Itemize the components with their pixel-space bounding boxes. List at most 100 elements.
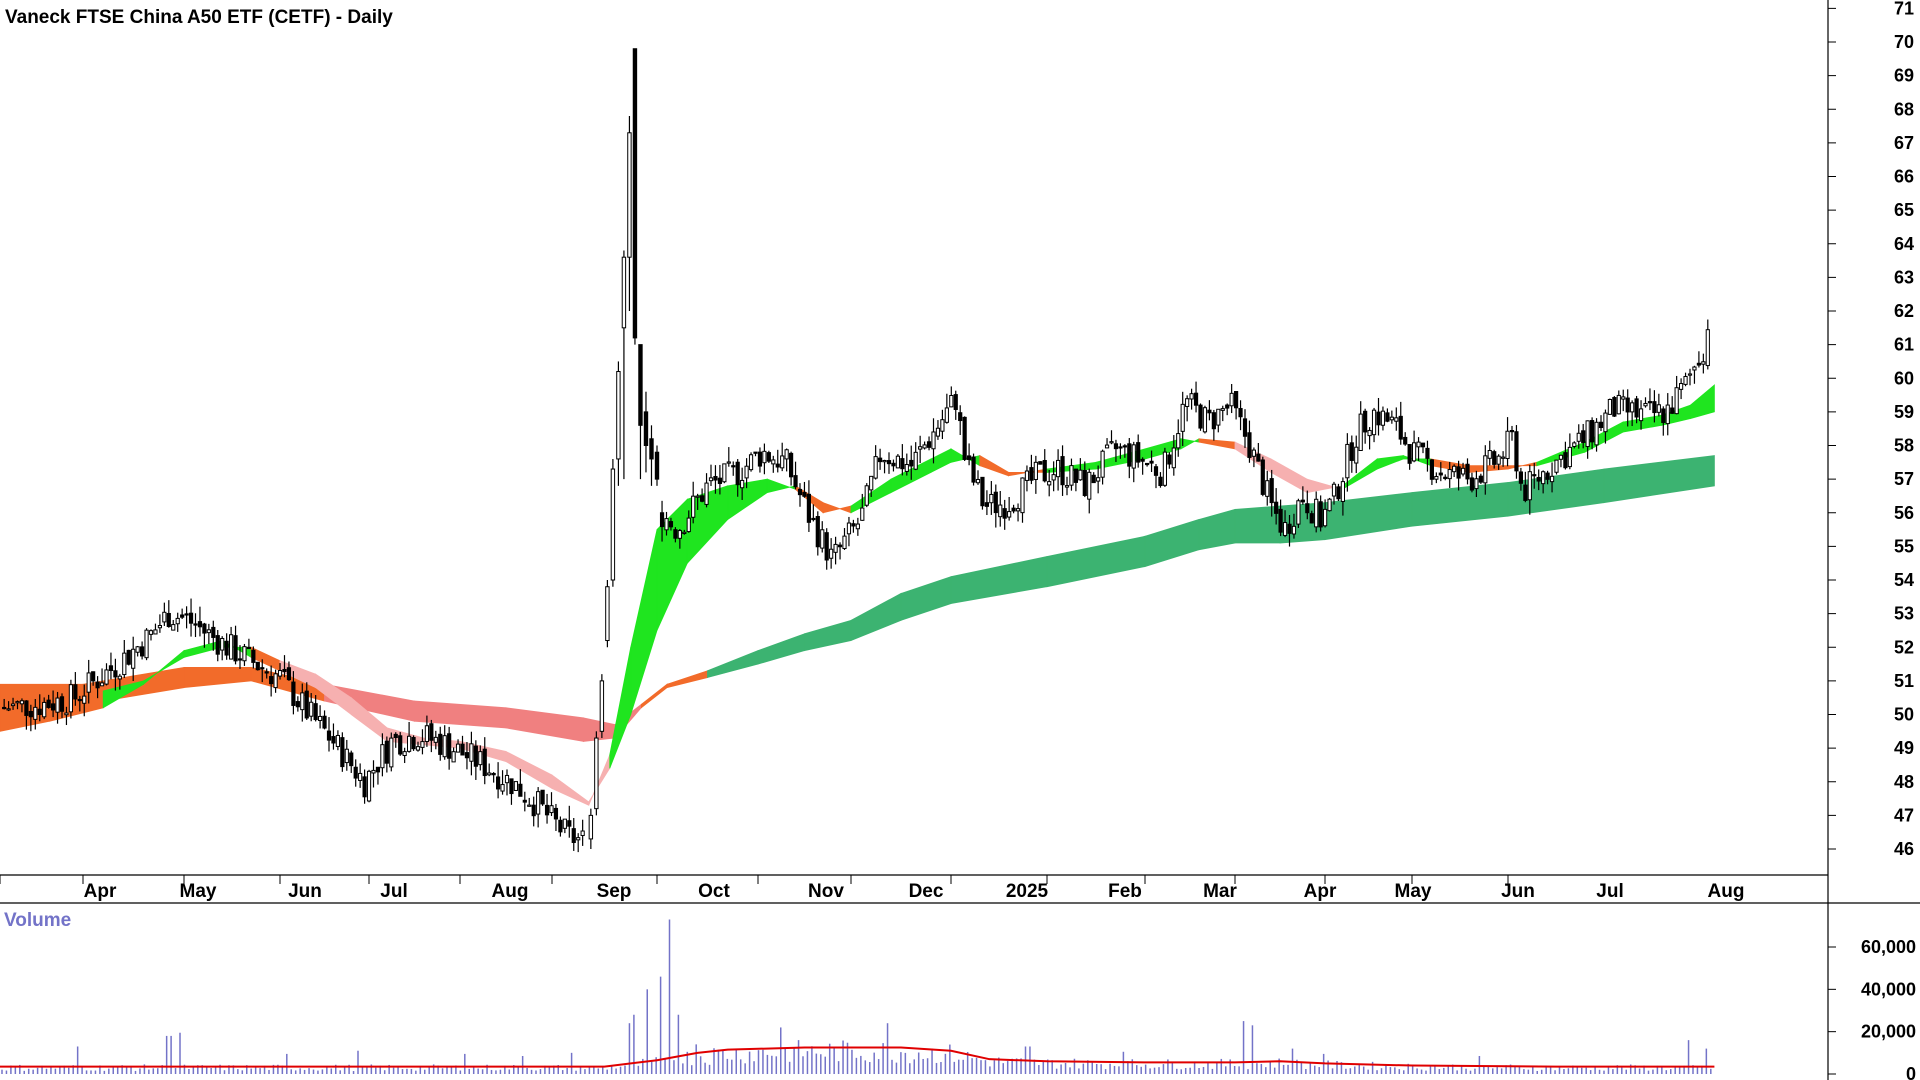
candle-body (1109, 441, 1114, 444)
month-tick-label: Mar (1203, 881, 1237, 902)
candle-body (1465, 463, 1470, 480)
candle-body (113, 670, 118, 678)
candle-body (1345, 443, 1350, 479)
candle-body (1558, 454, 1564, 460)
candle-body (989, 493, 994, 504)
candle-body (793, 475, 798, 488)
candle-body (1247, 432, 1252, 458)
candle-body (202, 623, 207, 634)
candle-body (1327, 498, 1332, 512)
time-axis: Apr May Jun Jul Aug Sep Oct Nov Dec 2025 Feb Mar Apr… (0, 875, 1744, 902)
candle-body (553, 807, 559, 820)
candle-body (1616, 394, 1621, 415)
candle-body (744, 465, 749, 479)
candle-body (1389, 416, 1394, 421)
candle-body (1047, 481, 1052, 486)
price-tick-label: 71 (1894, 0, 1914, 18)
candle-body (1487, 450, 1492, 459)
candle-body (1429, 459, 1435, 480)
candle-body (1456, 466, 1461, 479)
candle-body (1532, 474, 1537, 477)
candle-body (1011, 507, 1016, 512)
candle-body (864, 485, 869, 506)
candle-body (1229, 392, 1234, 407)
candle-body (251, 649, 256, 663)
candle-body (1096, 477, 1101, 482)
price-tick-label: 49 (1894, 738, 1914, 758)
candle-body (544, 804, 550, 816)
candle-body (300, 692, 305, 711)
candle-body (1567, 446, 1572, 468)
candle-body (869, 475, 874, 491)
candle-body (1122, 445, 1127, 448)
candle-body (59, 696, 65, 712)
candle-body (2, 706, 7, 710)
candle-body (1207, 409, 1212, 414)
candle-body (162, 611, 167, 623)
price-tick-label: 63 (1894, 267, 1914, 287)
candle-body (1296, 500, 1301, 525)
candle-body (1425, 447, 1430, 459)
candle-body (349, 752, 354, 767)
candle-body (1665, 404, 1670, 425)
month-tick-label: Sep (597, 881, 632, 902)
candle-body (682, 531, 687, 535)
candle-body (438, 733, 443, 755)
candle-body (1007, 511, 1012, 518)
candle-body (264, 671, 269, 674)
candle-body (926, 441, 932, 448)
candle-body (73, 684, 78, 700)
volume-tick-label: 40,000 (1861, 979, 1916, 999)
candle-body (540, 789, 545, 805)
candle-body (411, 737, 416, 750)
candle-body (229, 634, 234, 660)
candle-body (460, 743, 465, 756)
candle-body (171, 624, 176, 631)
candle-body (451, 751, 456, 763)
candle-body (1180, 403, 1185, 432)
candle-body (366, 770, 372, 802)
candle-body (1256, 453, 1261, 462)
candle-body (643, 411, 649, 446)
candle-body (784, 449, 789, 460)
candle-body (1002, 508, 1007, 519)
candle-body (1131, 444, 1136, 469)
candle-body (424, 725, 429, 742)
candle-body (1474, 478, 1479, 490)
candle-body (815, 516, 820, 548)
candle-body (304, 690, 309, 719)
candle-body (1403, 436, 1408, 445)
candle-body (1434, 475, 1439, 480)
candle-body (664, 518, 669, 531)
price-tick-label: 68 (1894, 99, 1914, 119)
candle-body (771, 459, 776, 465)
price-tick-label: 46 (1894, 839, 1914, 859)
price-tick-label: 61 (1894, 335, 1914, 355)
candle-body (1340, 481, 1346, 502)
candle-body (37, 708, 42, 716)
candle-body (842, 535, 847, 549)
candle-body (797, 488, 803, 496)
candle-body (1576, 432, 1581, 442)
candle-body (473, 745, 478, 767)
candle-body (1367, 429, 1372, 437)
candle-body (10, 703, 16, 707)
candle-body (833, 543, 838, 553)
candle-body (148, 630, 154, 635)
candle-body (811, 517, 816, 521)
candle-body (131, 648, 136, 669)
candle-body (1033, 461, 1038, 480)
candle-body (1278, 508, 1283, 533)
candle-body (1078, 469, 1083, 481)
candle-body (344, 748, 349, 764)
candle-body (695, 495, 700, 498)
candle-body (621, 256, 627, 329)
month-tick-label: Jun (1501, 881, 1535, 902)
candle-body (1687, 373, 1693, 376)
candle-body (757, 451, 763, 467)
candle-body (402, 751, 407, 757)
candle-body (260, 667, 265, 670)
candle-body (442, 735, 447, 758)
candle-body (384, 740, 389, 764)
candle-body (1438, 472, 1443, 476)
